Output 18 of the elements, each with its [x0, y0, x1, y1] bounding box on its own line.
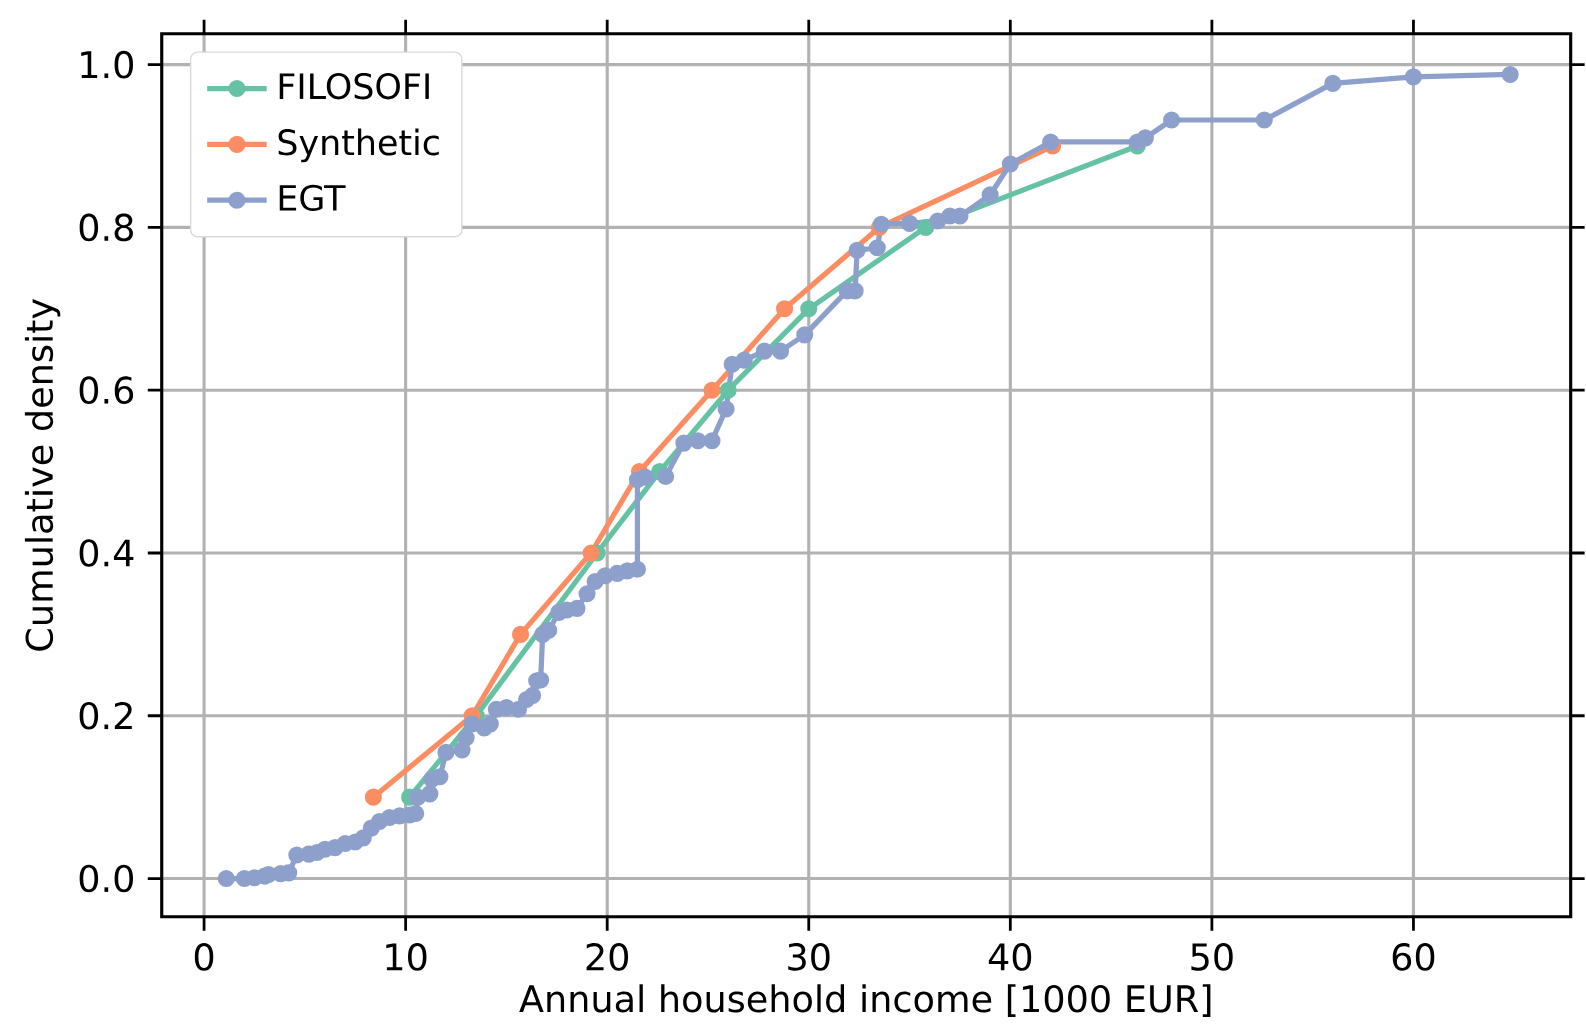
y-tick-label: 0.8 [79, 213, 133, 242]
y-tick-label: 0.4 [79, 539, 134, 567]
x-tick-label: 60 [1392, 943, 1435, 971]
x-tick-label: 50 [1191, 943, 1233, 971]
x-tick-label: 0 [194, 943, 214, 971]
x-tick-label: 30 [788, 943, 830, 971]
legend-label: FILOSOFI [279, 73, 429, 100]
legend-label: EGT [279, 184, 346, 212]
legend-label: Synthetic [278, 128, 439, 163]
x-tick-label: 10 [386, 943, 427, 971]
y-tick-label: 1.0 [81, 50, 133, 79]
x-tick-label: 20 [586, 943, 629, 971]
x-axis-title: Annual household income [1000 EUR] [519, 984, 1211, 1017]
y-axis-title: Cumulative density [24, 298, 61, 651]
y-tick-label: 0.0 [79, 864, 133, 893]
y-tick-label: 0.6 [79, 376, 134, 405]
y-tick-label: 0.2 [79, 701, 132, 730]
x-tick-label: 40 [988, 943, 1032, 971]
